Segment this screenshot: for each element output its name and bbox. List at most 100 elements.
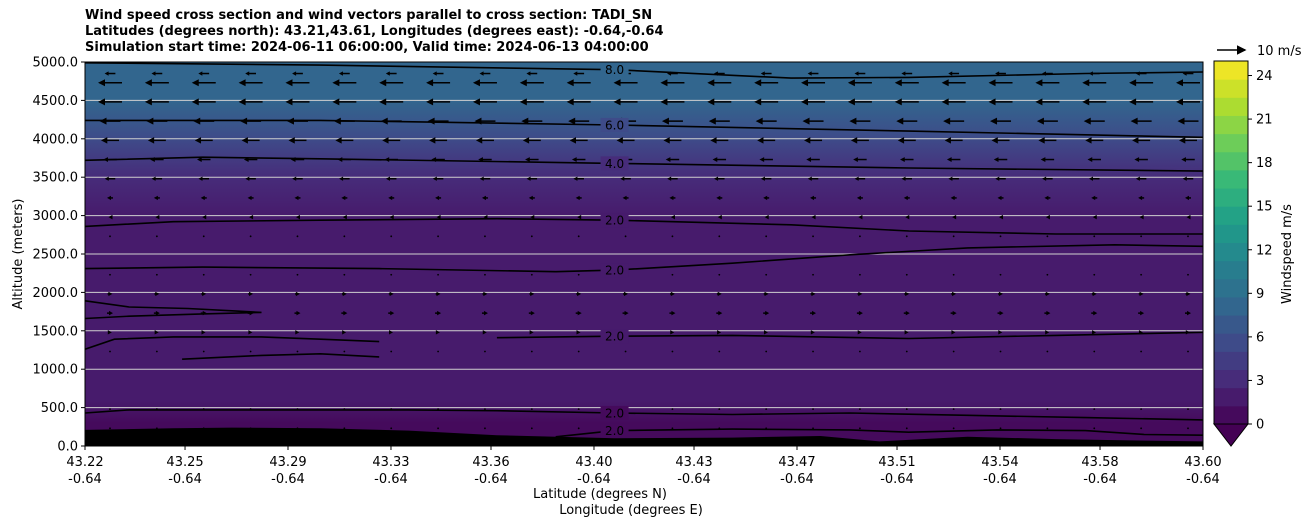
wind-vector <box>812 427 814 430</box>
wind-vector <box>859 235 861 238</box>
wind-vector <box>717 330 722 335</box>
wind-vector <box>238 79 263 87</box>
wind-vector <box>1091 310 1098 316</box>
wind-vector <box>1185 291 1191 297</box>
wind-vector <box>903 195 910 201</box>
wind-vector <box>754 79 779 87</box>
wind-vector <box>995 71 1006 76</box>
wind-vector <box>1179 137 1197 144</box>
wind-vector <box>573 176 584 181</box>
x-tick-label-lon: -0.64 <box>374 472 408 487</box>
colorbar-segment <box>1214 260 1248 280</box>
x-tick-label-lat: 43.33 <box>372 455 409 470</box>
wind-vector <box>948 71 960 76</box>
wind-vector <box>1036 117 1058 125</box>
wind-vector <box>854 71 866 76</box>
wind-vector <box>245 71 257 76</box>
colorbar-tick-label: 21 <box>1256 113 1273 128</box>
wind-vector <box>670 330 675 335</box>
contour-label: 2.0 <box>605 406 624 420</box>
wind-vector <box>950 195 957 201</box>
colorbar-extend-min <box>1212 423 1250 447</box>
wind-vector <box>810 310 817 316</box>
wind-vector <box>332 98 357 106</box>
x-tick-label-lon: -0.64 <box>168 472 202 487</box>
wind-vector <box>249 273 252 276</box>
wind-vector <box>576 291 582 297</box>
y-tick-label: 500.0 <box>41 401 78 416</box>
colorbar-segment <box>1214 351 1248 371</box>
contour-labels: 8.0 6.0 4.0 2.0 2.0 2.0 2.0 2.0 <box>600 62 629 438</box>
wind-vector <box>522 137 541 144</box>
wind-vector <box>901 71 913 76</box>
x-tick-label-lat: 43.36 <box>472 455 509 470</box>
wind-vector <box>1092 330 1097 335</box>
wind-vector <box>853 157 867 162</box>
wind-vector <box>810 195 817 201</box>
contour-label: 2.0 <box>605 424 624 438</box>
y-tick-label: 5000.0 <box>33 56 79 71</box>
colorbar-segment <box>1214 296 1248 316</box>
wind-vector <box>519 98 544 106</box>
wind-vector <box>426 98 451 106</box>
wind-vector <box>806 157 820 162</box>
wind-vector <box>1045 214 1050 220</box>
x-tick-label-lat: 43.40 <box>575 455 612 470</box>
wind-vector <box>202 350 205 353</box>
wind-vector <box>342 330 347 335</box>
y-tick-label: 1500.0 <box>33 324 79 339</box>
wind-vector <box>249 235 252 238</box>
wind-vector <box>151 71 163 76</box>
wind-vector <box>856 310 863 316</box>
colorbar-segment <box>1214 206 1248 225</box>
wind-vector <box>717 214 722 220</box>
x-tick-label-lon: -0.64 <box>880 472 914 487</box>
wind-vector <box>1089 176 1100 181</box>
x-tick-label-lat: 43.43 <box>675 455 712 470</box>
terrain <box>85 427 1203 446</box>
wind-vector <box>952 408 955 411</box>
wind-vector <box>714 176 725 181</box>
wind-vector <box>765 235 768 238</box>
x-tick-label-lon: -0.64 <box>474 472 508 487</box>
wind-vector <box>385 71 397 76</box>
wind-vector <box>389 330 394 335</box>
colorbar-segment <box>1214 242 1248 262</box>
wind-vector <box>849 117 871 125</box>
wind-vector <box>1129 79 1154 87</box>
wind-vector <box>343 273 346 276</box>
wind-vector <box>389 214 394 220</box>
x-tick-label-lon: -0.64 <box>1186 472 1220 487</box>
wind-vector <box>437 273 439 276</box>
wind-vector <box>894 98 919 106</box>
wind-vector <box>435 330 440 335</box>
wind-vector <box>342 214 347 220</box>
wind-vector <box>710 137 729 144</box>
wind-vector <box>998 291 1003 297</box>
contour-label: 2.0 <box>605 330 624 344</box>
wind-vector <box>764 214 769 220</box>
y-tick-label: 3500.0 <box>33 171 79 186</box>
wind-vector <box>388 195 395 201</box>
wind-vector <box>620 176 631 181</box>
wind-vector <box>566 79 591 87</box>
wind-vector <box>1140 273 1143 276</box>
wind-vector <box>999 273 1002 276</box>
wind-vector <box>812 408 814 411</box>
wind-vector <box>896 117 918 125</box>
wind-vector <box>577 214 582 220</box>
wind-vector <box>1093 408 1096 411</box>
wind-vector <box>529 330 534 335</box>
wind-vector <box>1093 350 1096 353</box>
wind-vector <box>622 310 629 316</box>
wind-vector <box>1091 195 1098 201</box>
wind-vector <box>1035 79 1060 87</box>
wind-vector <box>335 137 354 144</box>
wind-vector <box>577 273 580 276</box>
wind-vector <box>528 310 535 316</box>
wind-vector <box>288 137 307 144</box>
wind-vector <box>1046 408 1049 411</box>
wind-vector <box>1140 350 1143 353</box>
colorbar-segment <box>1214 278 1248 298</box>
colorbar: 0 3 6 9 12 15 18 21 24 <box>1212 60 1273 447</box>
